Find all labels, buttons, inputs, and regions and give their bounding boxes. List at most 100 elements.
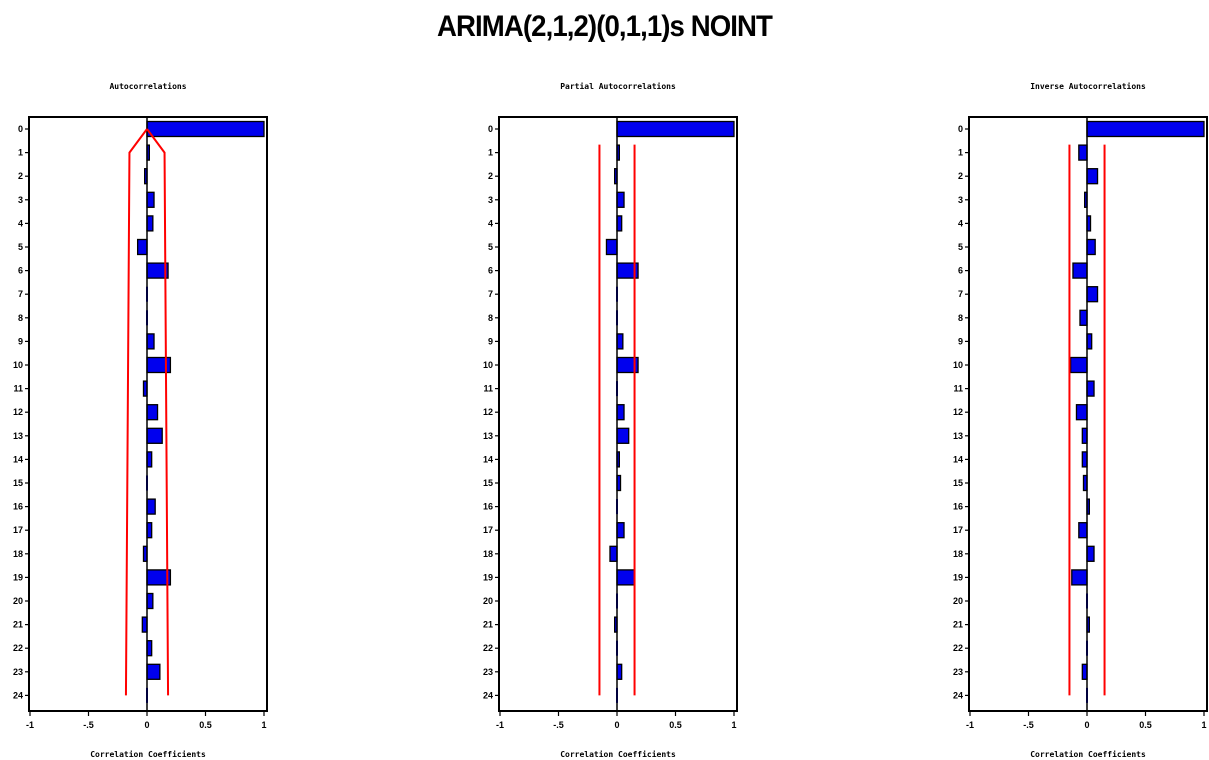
lag-tick-label: 21 — [953, 620, 963, 630]
lag-tick-label: 23 — [953, 667, 963, 677]
lag-tick-label: 22 — [483, 643, 493, 653]
lag-tick-label: 24 — [483, 690, 493, 700]
x-tick-label: 0 — [614, 720, 619, 730]
lag-tick-label: 15 — [13, 478, 23, 488]
x-tick-label: -1 — [26, 720, 34, 730]
lag-bar — [1072, 262, 1088, 279]
lag-tick-label: 3 — [958, 195, 963, 205]
panel-title: Autocorrelations — [109, 81, 186, 91]
lag-tick-label: 4 — [958, 218, 963, 228]
lag-bar — [1078, 522, 1088, 539]
x-tick-label: 0.5 — [1139, 720, 1152, 730]
lag-bar — [146, 215, 154, 232]
lag-bar — [1086, 545, 1095, 562]
lag-tick-label: 24 — [13, 690, 23, 700]
lag-bar — [1086, 380, 1095, 397]
x-axis-label: Correlation Coefficients — [90, 749, 206, 759]
lag-tick-label: 2 — [958, 171, 963, 181]
plot-frame — [968, 116, 1208, 712]
lag-tick-label: 8 — [488, 313, 493, 323]
lag-tick-label: 12 — [953, 407, 963, 417]
lag-tick-label: 19 — [483, 572, 493, 582]
lag-tick-label: 17 — [483, 525, 493, 535]
chart-title: ARIMA(2,1,2)(0,1,1)s NOINT — [437, 10, 773, 43]
lag-tick-label: 13 — [953, 431, 963, 441]
lag-tick-label: 14 — [953, 454, 963, 464]
lag-tick-label: 24 — [953, 690, 963, 700]
lag-tick-label: 9 — [18, 336, 23, 346]
panel-1: Autocorrelations012345678910111213141516… — [13, 81, 268, 759]
lag-tick-label: 1 — [18, 148, 23, 158]
lag-bar — [146, 498, 156, 515]
lag-tick-label: 12 — [13, 407, 23, 417]
lag-bar — [616, 569, 636, 586]
lag-bar — [609, 545, 618, 562]
lag-tick-label: 10 — [13, 360, 23, 370]
panel-3: Inverse Autocorrelations0123456789101112… — [953, 81, 1208, 759]
x-tick-label: -1 — [496, 720, 504, 730]
x-axis-label: Correlation Coefficients — [1030, 749, 1146, 759]
lag-bar — [1086, 238, 1096, 256]
lag-tick-label: 18 — [13, 549, 23, 559]
lag-tick-label: 19 — [13, 572, 23, 582]
lag-tick-label: 16 — [953, 502, 963, 512]
lag-bar — [146, 191, 155, 208]
lag-tick-label: 6 — [488, 266, 493, 276]
lag-tick-label: 5 — [18, 242, 23, 252]
lag-bar — [1071, 569, 1088, 586]
lag-bar — [146, 333, 155, 350]
lag-tick-label: 1 — [958, 148, 963, 158]
x-tick-label: 1 — [261, 720, 266, 730]
lag-tick-label: 5 — [488, 242, 493, 252]
lag-bar — [1075, 404, 1088, 421]
lag-bar — [146, 404, 159, 421]
x-tick-label: 1 — [731, 720, 736, 730]
lag-tick-label: 23 — [483, 667, 493, 677]
lag-bar — [616, 427, 630, 444]
panel-2: Partial Autocorrelations0123456789101112… — [483, 81, 738, 759]
lag-tick-label: 18 — [953, 549, 963, 559]
lag-tick-label: 0 — [18, 124, 23, 134]
lag-tick-label: 0 — [958, 124, 963, 134]
lag-tick-label: 14 — [483, 454, 493, 464]
lag-bar — [146, 663, 161, 680]
lag-tick-label: 12 — [483, 407, 493, 417]
lag-tick-label: 2 — [18, 171, 23, 181]
lag-tick-label: 7 — [958, 289, 963, 299]
lag-bar — [1086, 120, 1205, 138]
lag-tick-label: 2 — [488, 171, 493, 181]
x-tick-label: 1 — [1201, 720, 1206, 730]
lag-tick-label: 23 — [13, 667, 23, 677]
lag-tick-label: 18 — [483, 549, 493, 559]
lag-tick-label: 22 — [953, 643, 963, 653]
lag-bar — [146, 592, 154, 610]
lag-tick-label: 16 — [483, 502, 493, 512]
lag-bar — [1086, 286, 1099, 303]
lower-confidence-line — [124, 128, 148, 696]
lag-tick-label: 11 — [13, 384, 23, 394]
lag-tick-label: 8 — [18, 313, 23, 323]
lag-tick-label: 10 — [483, 360, 493, 370]
plot-frame — [498, 116, 738, 712]
lag-bar — [136, 238, 148, 256]
lag-bar — [616, 191, 625, 208]
lag-tick-label: 6 — [18, 266, 23, 276]
lag-tick-label: 10 — [953, 360, 963, 370]
lag-bar — [616, 120, 735, 138]
lag-bar — [616, 404, 625, 421]
plot-frame — [28, 116, 268, 712]
x-tick-label: -1 — [966, 720, 974, 730]
x-tick-label: -.5 — [1023, 720, 1034, 730]
lag-tick-label: 3 — [18, 195, 23, 205]
lag-tick-label: 9 — [958, 336, 963, 346]
lag-tick-label: 6 — [958, 266, 963, 276]
lag-tick-label: 17 — [13, 525, 23, 535]
lag-tick-label: 4 — [18, 218, 23, 228]
lag-tick-label: 4 — [488, 218, 493, 228]
lag-tick-label: 21 — [483, 620, 493, 630]
x-tick-label: 0 — [144, 720, 149, 730]
lag-bar — [605, 238, 618, 256]
lag-bar — [1078, 144, 1088, 161]
lag-tick-label: 17 — [953, 525, 963, 535]
lag-tick-label: 11 — [483, 384, 493, 394]
